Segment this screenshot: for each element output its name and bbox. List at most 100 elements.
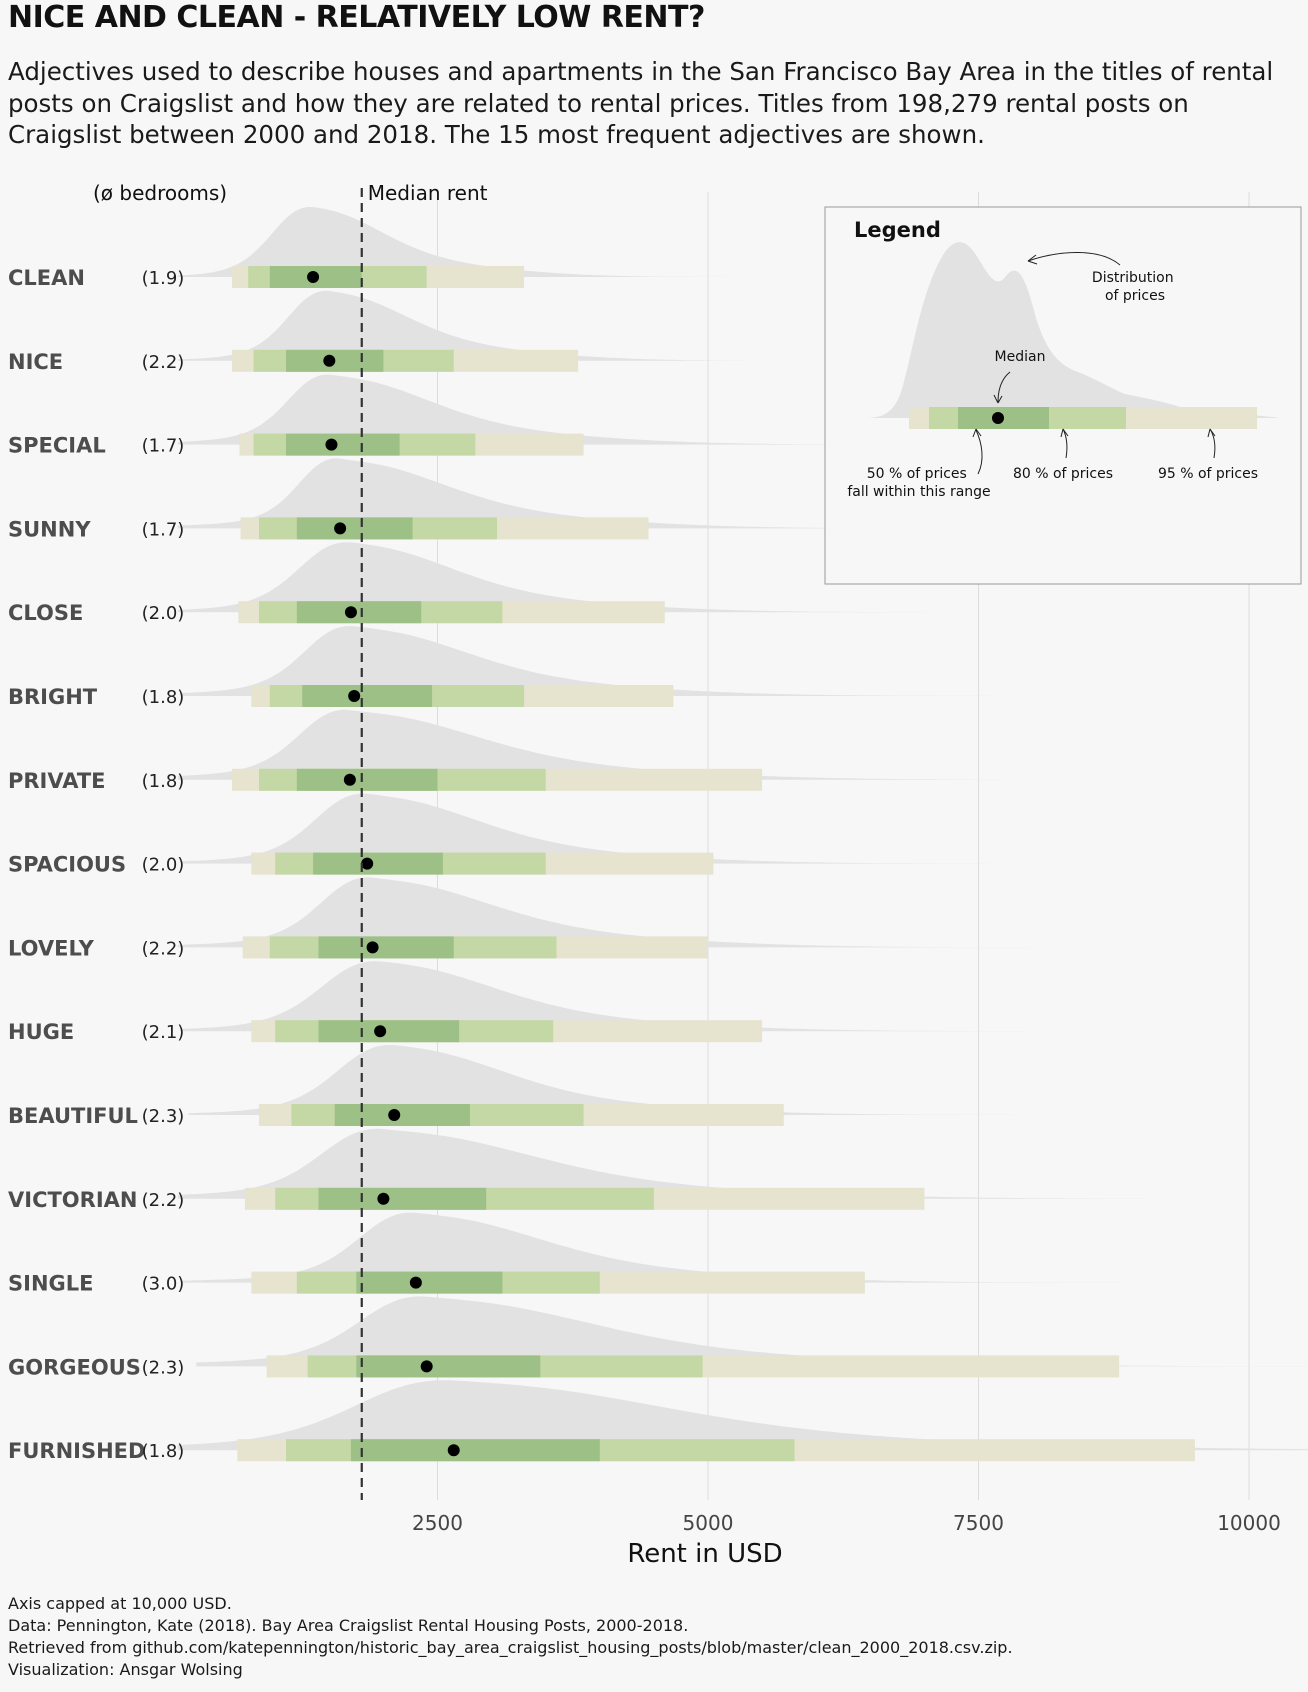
bedrooms-single: (3.0) — [142, 1274, 185, 1295]
x-axis-ticks: 2500 5000 7500 10000 — [412, 1511, 1281, 1535]
median-point-close — [344, 606, 357, 619]
category-label-bright: BRIGHT — [8, 685, 98, 709]
bedrooms-beautiful: (2.3) — [142, 1106, 185, 1127]
row-nice: NICE (2.2) — [8, 290, 903, 374]
row-sunny: SUNNY (1.7) — [8, 458, 974, 541]
density-beautiful — [188, 1045, 1109, 1115]
median-point-private — [343, 773, 356, 786]
density-special — [177, 374, 909, 445]
bedrooms-furnished: (1.8) — [142, 1441, 185, 1462]
median-point-victorian — [377, 1192, 390, 1205]
bedrooms-huge: (2.1) — [142, 1022, 185, 1043]
bedrooms-spacious: (2.0) — [142, 855, 185, 876]
row-single: SINGLE (3.0) — [8, 1212, 1190, 1296]
interval50-spacious — [313, 852, 443, 875]
category-label-huge: HUGE — [8, 1020, 74, 1044]
legend-p80-label: 80 % of prices — [1013, 466, 1113, 482]
page-subtitle: Adjectives used to describe houses and a… — [8, 57, 1274, 149]
category-label-private: PRIVATE — [8, 769, 106, 793]
bedrooms-close: (2.0) — [142, 603, 185, 624]
legend-distribution-line1: Distribution — [1092, 270, 1174, 286]
median-point-furnished — [447, 1444, 460, 1457]
category-label-beautiful: BEAUTIFUL — [8, 1104, 138, 1128]
bedrooms-header: (ø bedrooms) — [93, 181, 227, 205]
row-huge: HUGE (2.1) — [8, 961, 1087, 1044]
median-point-beautiful — [388, 1109, 401, 1121]
row-clean: CLEAN (1.9) — [8, 207, 849, 290]
legend-box: Legend Distribution of prices Median 50 … — [824, 206, 1302, 585]
row-private: PRIVATE (1.8) — [8, 709, 1087, 793]
page-title: NICE AND CLEAN - RELATIVELY LOW RENT? — [8, 0, 705, 35]
interval50-close — [296, 601, 422, 624]
median-point-sunny — [334, 522, 347, 535]
bedrooms-clean: (1.9) — [142, 268, 185, 289]
legend-p50-line1: 50 % of prices — [867, 466, 967, 482]
row-lovely: LOVELY (2.2) — [8, 877, 1033, 960]
legend-p50-arrow — [975, 429, 983, 475]
x-axis-label: Rent in USD — [627, 1539, 782, 1569]
median-point-special — [325, 438, 338, 451]
density-lovely — [177, 877, 1033, 948]
bedrooms-lovely: (2.2) — [142, 938, 185, 959]
legend-distribution-arrow — [1027, 252, 1121, 266]
row-beautiful: BEAUTIFUL (2.3) — [8, 1045, 1109, 1128]
interval50-furnished — [350, 1439, 600, 1462]
density-nice — [177, 290, 903, 361]
density-sunny — [177, 458, 974, 529]
interval50-private — [296, 768, 438, 791]
category-label-single: SINGLE — [8, 1272, 93, 1296]
interval50-gorgeous — [356, 1355, 541, 1378]
median-point-lovely — [366, 941, 379, 954]
category-label-sunny: SUNNY — [8, 517, 91, 541]
category-label-spacious: SPACIOUS — [8, 853, 126, 877]
rows-layer: CLEAN (1.9) NICE (2.2) SPECIAL (1.7) SUNNY (1.7… — [8, 207, 1308, 1463]
median-point-clean — [307, 271, 320, 283]
legend-p95-label: 95 % of prices — [1158, 466, 1258, 482]
legend-density — [865, 242, 1280, 418]
bedrooms-nice: (2.2) — [142, 352, 185, 373]
category-label-lovely: LOVELY — [8, 936, 95, 960]
x-tick-label-10000: 10000 — [1217, 1511, 1281, 1535]
median-point-huge — [374, 1025, 387, 1038]
row-bright: BRIGHT (1.8) — [8, 626, 999, 709]
caption-line-1: Axis capped at 10,000 USD. — [8, 1594, 232, 1613]
density-clean — [177, 207, 849, 277]
category-label-gorgeous: GORGEOUS — [8, 1355, 141, 1379]
row-spacious: SPACIOUS (2.0) — [8, 793, 1039, 877]
legend-p80-arrowhead — [1060, 428, 1069, 438]
bedrooms-private: (1.8) — [142, 771, 185, 792]
median-point-single — [409, 1276, 422, 1289]
row-victorian: VICTORIAN (2.2) — [8, 1128, 1249, 1212]
legend-distribution-arrowhead — [1027, 254, 1038, 265]
bedrooms-victorian: (2.2) — [142, 1190, 185, 1211]
median-point-gorgeous — [420, 1360, 433, 1373]
legend-p50-arrowhead — [972, 428, 982, 438]
density-gorgeous — [196, 1296, 1308, 1367]
interval50-special — [286, 433, 400, 456]
interval50-bright — [302, 685, 433, 707]
legend-median-label: Median — [995, 349, 1046, 365]
legend-distribution-label: Distribution of prices — [1092, 270, 1178, 304]
x-tick-label-7500: 7500 — [953, 1511, 1004, 1535]
bedrooms-bright: (1.8) — [142, 687, 185, 708]
interval50-victorian — [318, 1187, 487, 1210]
row-furnished: FURNISHED(1.8) — [8, 1380, 1308, 1463]
category-label-victorian: VICTORIAN — [8, 1188, 137, 1212]
density-single — [181, 1212, 1190, 1283]
density-private — [177, 709, 1087, 780]
category-label-nice: NICE — [8, 350, 63, 374]
interval50-sunny — [296, 517, 413, 540]
x-tick-label-5000: 5000 — [683, 1511, 734, 1535]
median-rent-label: Median rent — [368, 181, 488, 205]
density-bright — [181, 626, 999, 696]
caption-line-2: Data: Pennington, Kate (2018). Bay Area … — [8, 1616, 689, 1635]
bedrooms-sunny: (1.7) — [142, 519, 185, 540]
x-tick-label-2500: 2500 — [412, 1511, 463, 1535]
category-label-close: CLOSE — [8, 601, 83, 625]
legend-median-arrow — [997, 371, 1011, 403]
median-point-spacious — [361, 857, 374, 870]
chart: CLEAN (1.9) NICE (2.2) SPECIAL (1.7) SUNNY (1.7… — [8, 181, 1308, 1569]
interval50-beautiful — [334, 1104, 470, 1126]
legend-p95-arrowhead — [1207, 428, 1216, 438]
caption-line-4: Visualization: Ansgar Wolsing — [8, 1660, 243, 1679]
